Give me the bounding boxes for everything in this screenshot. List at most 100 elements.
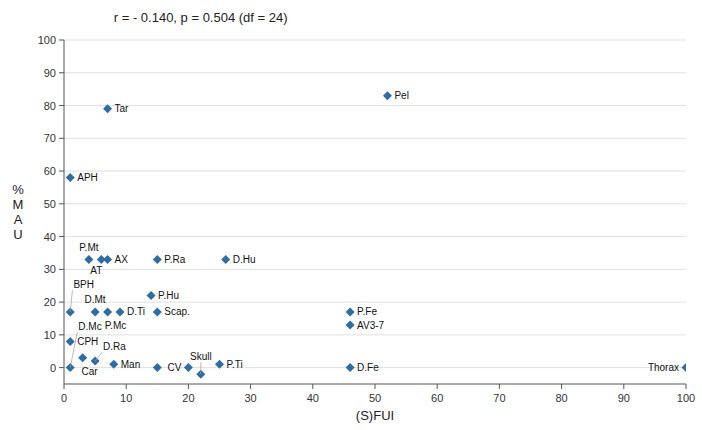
- point: [103, 255, 112, 264]
- point: [383, 91, 392, 100]
- y-axis-label-line: M: [13, 197, 24, 212]
- x-tick-label: 100: [677, 392, 695, 404]
- leader-line: [95, 352, 102, 361]
- x-tick-label: 60: [431, 392, 443, 404]
- y-tick-label: 80: [44, 100, 56, 112]
- y-axis-label-line: U: [13, 227, 22, 242]
- point-label: D.Ra: [103, 341, 126, 352]
- y-axis-line: [64, 40, 65, 384]
- x-tick-label: 10: [120, 392, 132, 404]
- point: [91, 307, 100, 316]
- grid-line: [64, 302, 686, 303]
- point-labels: CPHCarD.RaD.MtD.TiD.McBPHP.McP.HuCVP.MtA…: [70, 90, 679, 377]
- point-label: D.Mt: [85, 294, 106, 305]
- annotation: r = - 0.140, p = 0.504 (df = 24): [114, 10, 288, 25]
- grid-line: [64, 105, 686, 106]
- point-label: D.Hu: [233, 254, 256, 265]
- point-label: P.Hu: [158, 290, 179, 301]
- point: [215, 360, 224, 369]
- point-label: Man: [121, 359, 140, 370]
- point: [153, 255, 162, 264]
- point-label: D.Mc: [78, 321, 101, 332]
- y-axis-label-line: A: [14, 212, 23, 227]
- x-tick: [437, 384, 438, 389]
- point-label: P.Fe: [357, 306, 377, 317]
- grid-line: [64, 72, 686, 73]
- x-tick: [623, 384, 624, 389]
- point-label: Thorax: [648, 362, 679, 373]
- point-label: AT: [90, 265, 102, 276]
- y-axis-label-line: %: [12, 182, 24, 197]
- point: [346, 307, 355, 316]
- x-tick: [561, 384, 562, 389]
- point-label: AX: [115, 254, 129, 265]
- y-tick: [59, 40, 64, 41]
- x-tick: [375, 384, 376, 389]
- grid-line: [64, 171, 686, 172]
- y-tick-label: 30: [44, 263, 56, 275]
- leader-line: [70, 290, 72, 312]
- point-label: AV3-7: [357, 320, 384, 331]
- grid-line: [64, 269, 686, 270]
- y-tick-label: 60: [44, 165, 56, 177]
- grid-line: [64, 40, 686, 41]
- y-tick: [59, 236, 64, 237]
- y-tick: [59, 334, 64, 335]
- point: [153, 363, 162, 372]
- y-tick: [59, 138, 64, 139]
- point-label: Tar: [115, 103, 130, 114]
- point: [103, 104, 112, 113]
- x-tick: [126, 384, 127, 389]
- x-tick: [312, 384, 313, 389]
- x-tick-label: 90: [618, 392, 630, 404]
- points: [66, 91, 686, 378]
- x-tick-label: 80: [555, 392, 567, 404]
- point-label: Car: [82, 366, 99, 377]
- x-tick: [188, 384, 189, 389]
- point-label: CV: [167, 362, 181, 373]
- x-tick-label: 30: [244, 392, 256, 404]
- x-tick-label: 50: [369, 392, 381, 404]
- point: [682, 363, 687, 372]
- x-axis-label: (S)FUI: [356, 408, 394, 423]
- y-tick-label: 70: [44, 132, 56, 144]
- point-label: D.Ti: [127, 306, 145, 317]
- grid-line: [64, 236, 686, 237]
- y-tick-label: 0: [50, 362, 56, 374]
- y-axis-label: %MAU: [12, 182, 24, 242]
- x-tick: [499, 384, 500, 389]
- point-label: CPH: [77, 336, 98, 347]
- y-tick: [59, 367, 64, 368]
- point: [115, 307, 124, 316]
- y-tick: [59, 105, 64, 106]
- x-tick-label: 70: [493, 392, 505, 404]
- point-label: Pel: [394, 90, 408, 101]
- point: [84, 255, 93, 264]
- y-tick: [59, 203, 64, 204]
- point: [147, 291, 156, 300]
- point-label: P.Ti: [227, 359, 243, 370]
- y-tick: [59, 171, 64, 172]
- x-tick-label: 0: [61, 392, 67, 404]
- point: [66, 173, 75, 182]
- point-label: P.Ra: [164, 254, 185, 265]
- chart-container: 0102030405060708090100010203040506070809…: [0, 0, 702, 430]
- point-label: P.Mc: [105, 320, 127, 331]
- x-tick-label: 40: [307, 392, 319, 404]
- point-label: Scap.: [164, 306, 190, 317]
- point-label: D.Fe: [357, 362, 379, 373]
- y-tick: [59, 302, 64, 303]
- point-label: Skull: [190, 351, 212, 362]
- point: [66, 337, 75, 346]
- x-tick-label: 20: [182, 392, 194, 404]
- axes: 0102030405060708090100010203040506070809…: [38, 34, 696, 404]
- leader-line: [70, 332, 77, 368]
- grid: [64, 40, 686, 368]
- y-tick-label: 50: [44, 198, 56, 210]
- point-label: APH: [77, 172, 98, 183]
- chart-svg: 0102030405060708090100010203040506070809…: [0, 0, 702, 430]
- y-tick-label: 90: [44, 67, 56, 79]
- leader-line: [200, 362, 201, 374]
- grid-line: [64, 203, 686, 204]
- x-tick: [64, 384, 65, 389]
